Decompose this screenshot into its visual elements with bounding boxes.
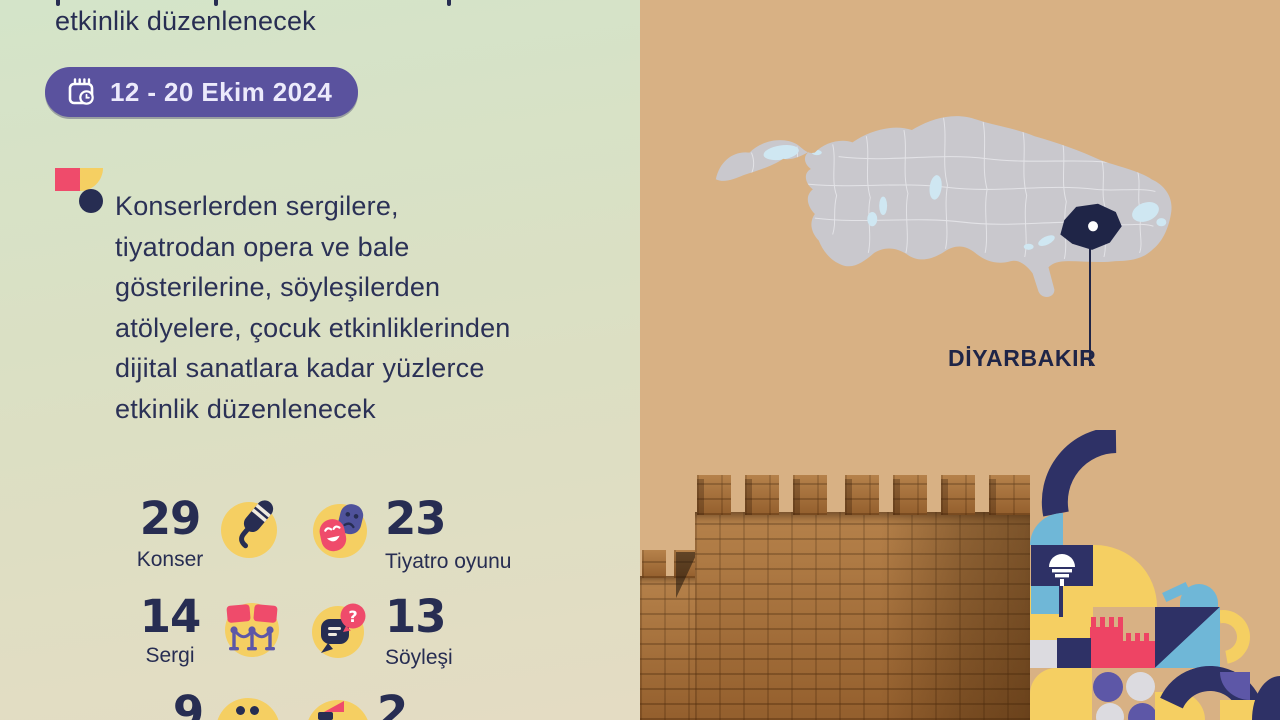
svg-text:?: ?: [348, 607, 357, 626]
stat-label: Sergi: [145, 644, 195, 667]
castle-silhouette: [1090, 617, 1155, 668]
crowd-circle: [1128, 703, 1157, 720]
stat-label: Konser: [136, 548, 204, 571]
description-paragraph: Konserlerden sergilere, tiyatrodan opera…: [115, 186, 595, 430]
crowd-circle: [1126, 672, 1155, 701]
comma-arc-shape: [1041, 430, 1117, 517]
wall-merlon: [893, 475, 927, 515]
blue-tile: [1031, 586, 1059, 614]
stat-value: 13: [385, 590, 447, 643]
description-line: dijital sanatlara kadar yüzlerce: [115, 353, 485, 384]
city-wall-tower: [695, 512, 1030, 720]
description-line: etkinlik düzenlenecek: [115, 393, 376, 424]
description-line: atölyelere, çocuk etkinliklerinden: [115, 312, 511, 343]
left-panel: etkinlik düzenlenecek 12 - 20 Ekim 2024 …: [0, 0, 640, 720]
yellow-corner-tile: [1220, 700, 1260, 720]
navy-tile: [1057, 638, 1091, 668]
wall-merlon: [745, 475, 779, 515]
chat-question-icon: ?: [312, 603, 366, 658]
wall-merlon: [845, 475, 879, 515]
gray-tile: [1030, 640, 1057, 668]
decorative-circle: [79, 189, 103, 213]
date-badge: 12 - 20 Ekim 2024: [45, 67, 359, 117]
wall-merlon: [941, 475, 975, 515]
decorative-square: [55, 168, 80, 191]
turkey-map: [715, 116, 1172, 298]
lakes: [763, 145, 1167, 250]
stat-label: Söyleşi: [385, 646, 453, 669]
cropped-text-fragment: [447, 0, 451, 6]
stat-value: 29: [139, 492, 202, 545]
yellow-bottom-tile: [1030, 668, 1092, 720]
description-line: gösterilerine, söyleşilerden: [115, 272, 441, 303]
stat-label: Tiyatro oyunu: [385, 550, 512, 573]
dome-tile: [1031, 545, 1093, 586]
province-borders: [749, 117, 1156, 260]
crowd-circle: [1093, 672, 1123, 702]
stat-value: 14: [139, 590, 202, 643]
flag-icon-detail: [324, 701, 344, 712]
flag-icon-detail: [318, 712, 333, 720]
microphone-icon: [221, 500, 277, 558]
navy-corner-quarter: [1252, 676, 1280, 720]
stat-value: 23: [385, 492, 447, 545]
map-pointer-line: [1089, 248, 1091, 366]
date-badge-label: 12 - 20 Ekim 2024: [110, 76, 333, 107]
description-line: tiyatrodan opera ve bale: [115, 231, 410, 262]
yellow-quarter-tile: [1093, 545, 1157, 607]
wall-merlon: [793, 475, 827, 515]
event-icon: [216, 698, 280, 720]
cropped-text-fragment: [214, 0, 218, 6]
event-icon-detail: [236, 706, 245, 715]
map-region-label: DİYARBAKIR: [948, 345, 1097, 371]
decorative-quarter: [80, 168, 103, 191]
wall-merlon: [642, 550, 666, 578]
theater-masks-icon: [313, 504, 367, 558]
calendar-icon: [68, 78, 94, 105]
event-icon-detail: [250, 706, 259, 715]
cropped-text-fragment: [56, 0, 60, 6]
headline-line: etkinlik düzenlenecek: [55, 6, 316, 36]
city-dot: [1088, 221, 1098, 232]
diagonal-tile: [1155, 607, 1220, 668]
wall-merlon: [697, 475, 731, 515]
stat-value: 9: [172, 686, 204, 720]
crowd-circle: [1096, 703, 1124, 720]
lamp-pole: [1059, 586, 1063, 617]
dome-icon: [1049, 554, 1075, 586]
quarter-circle-shape: [1030, 513, 1063, 545]
wall-merlon: [989, 475, 1030, 515]
description-line: Konserlerden sergilere,: [115, 191, 399, 221]
exhibition-icon: [225, 603, 279, 657]
stat-value: 2: [377, 686, 408, 720]
